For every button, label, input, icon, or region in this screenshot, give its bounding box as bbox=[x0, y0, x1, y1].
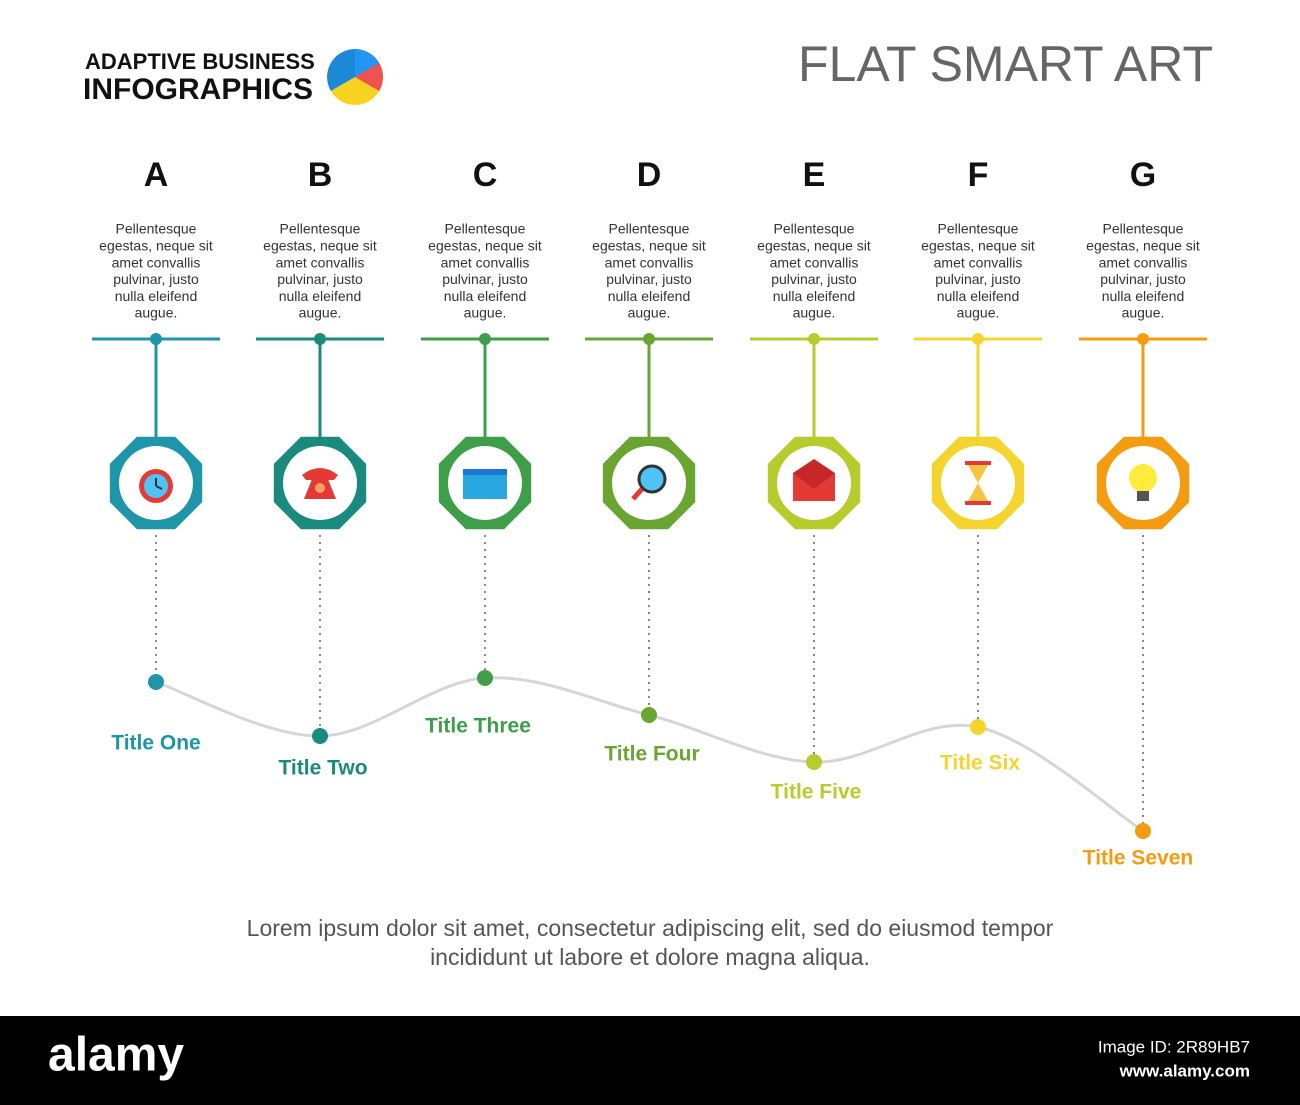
step-description: augue. bbox=[299, 305, 342, 321]
step-description: egestas, neque sit bbox=[1086, 238, 1200, 254]
brand-pie bbox=[327, 49, 383, 105]
step-description: egestas, neque sit bbox=[757, 238, 871, 254]
step-description: nulla eleifend bbox=[1102, 288, 1185, 304]
step-letter: G bbox=[1130, 156, 1156, 194]
step-description: pulvinar, justo bbox=[1100, 271, 1186, 287]
step-title: Title Two bbox=[278, 757, 367, 780]
step-title: Title Seven bbox=[1083, 847, 1194, 870]
step-description: Pellentesque bbox=[774, 221, 855, 237]
icon bbox=[965, 461, 991, 505]
icon bbox=[155, 478, 163, 490]
watermark-logo: alamy bbox=[48, 1029, 184, 1082]
step-description: pulvinar, justo bbox=[771, 271, 857, 287]
icon bbox=[631, 487, 644, 501]
step-title: Title One bbox=[111, 732, 200, 755]
icon bbox=[315, 483, 325, 493]
step-description: egestas, neque sit bbox=[99, 238, 213, 254]
footer-text: incididunt ut labore et dolore magna ali… bbox=[430, 944, 870, 970]
step-letter: E bbox=[803, 156, 826, 194]
step-description: nulla eleifend bbox=[279, 288, 362, 304]
brand-line1: ADAPTIVE BUSINESS bbox=[85, 49, 315, 74]
step-description: augue. bbox=[135, 305, 178, 321]
icon bbox=[1137, 491, 1149, 501]
icon bbox=[968, 465, 988, 501]
step-description: augue. bbox=[1122, 305, 1165, 321]
step-description: augue. bbox=[628, 305, 671, 321]
step-description: Pellentesque bbox=[609, 221, 690, 237]
step-description: Pellentesque bbox=[938, 221, 1019, 237]
icon bbox=[793, 459, 835, 489]
step-description: amet convallis bbox=[1099, 254, 1188, 270]
step-letter: C bbox=[473, 156, 498, 194]
step-description: nulla eleifend bbox=[773, 288, 856, 304]
step-description: amet convallis bbox=[112, 254, 201, 270]
step-icon-bg bbox=[941, 446, 1015, 520]
step-dot bbox=[1135, 823, 1151, 839]
step-description: Pellentesque bbox=[116, 221, 197, 237]
step-description: amet convallis bbox=[276, 254, 365, 270]
footer-text: Lorem ipsum dolor sit amet, consectetur … bbox=[247, 915, 1054, 941]
icon bbox=[637, 464, 667, 494]
step-description: Pellentesque bbox=[280, 221, 361, 237]
step-title: Title Four bbox=[604, 743, 699, 766]
step-description: pulvinar, justo bbox=[935, 271, 1021, 287]
step-letter: D bbox=[637, 156, 662, 194]
watermark-id: Image ID: 2R89HB7 bbox=[1098, 1037, 1250, 1056]
step-dot bbox=[312, 728, 328, 744]
step-title: Title Five bbox=[771, 781, 862, 804]
step-description: augue. bbox=[957, 305, 1000, 321]
icon bbox=[302, 468, 338, 480]
watermark-bar bbox=[0, 1016, 1300, 1105]
step-dot bbox=[970, 719, 986, 735]
step-description: egestas, neque sit bbox=[921, 238, 1035, 254]
step-dot bbox=[148, 674, 164, 690]
step-description: pulvinar, justo bbox=[442, 271, 528, 287]
step-dot bbox=[806, 754, 822, 770]
page-title: FLAT SMART ART bbox=[798, 36, 1213, 92]
watermark-url: www.alamy.com bbox=[1119, 1061, 1250, 1080]
step-title: Title Three bbox=[425, 715, 531, 738]
step-description: nulla eleifend bbox=[444, 288, 527, 304]
step-letter: F bbox=[968, 156, 989, 194]
icon bbox=[1129, 464, 1157, 492]
step-description: Pellentesque bbox=[445, 221, 526, 237]
step-description: nulla eleifend bbox=[937, 288, 1020, 304]
icon bbox=[463, 469, 507, 475]
step-description: Pellentesque bbox=[1103, 221, 1184, 237]
brand-line2: INFOGRAPHICS bbox=[83, 73, 313, 106]
step-description: egestas, neque sit bbox=[428, 238, 542, 254]
step-description: pulvinar, justo bbox=[606, 271, 692, 287]
step-description: amet convallis bbox=[770, 254, 859, 270]
step-description: nulla eleifend bbox=[608, 288, 691, 304]
step-dot bbox=[641, 707, 657, 723]
step-description: augue. bbox=[464, 305, 507, 321]
step-description: egestas, neque sit bbox=[592, 238, 706, 254]
step-title: Title Six bbox=[940, 752, 1020, 775]
step-description: pulvinar, justo bbox=[113, 271, 199, 287]
step-description: pulvinar, justo bbox=[277, 271, 363, 287]
step-description: amet convallis bbox=[605, 254, 694, 270]
step-description: augue. bbox=[793, 305, 836, 321]
step-description: nulla eleifend bbox=[115, 288, 198, 304]
step-letter: A bbox=[144, 156, 169, 194]
step-letter: B bbox=[308, 156, 333, 194]
step-dot bbox=[477, 670, 493, 686]
step-description: egestas, neque sit bbox=[263, 238, 377, 254]
step-description: amet convallis bbox=[441, 254, 530, 270]
step-description: amet convallis bbox=[934, 254, 1023, 270]
